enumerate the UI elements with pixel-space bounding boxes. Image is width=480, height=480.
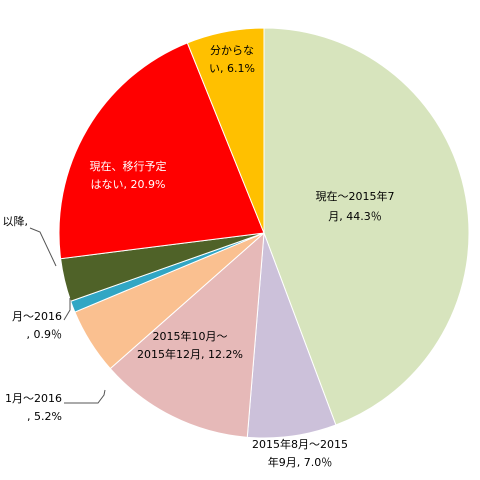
slice-label: 現在～2015年7 月, 44.3％: [316, 189, 395, 223]
slice-label-line: , 0.9％: [27, 328, 63, 341]
slice-label: 2015年10月～ 2015年12月, 12.2%: [137, 329, 243, 361]
slice-label: 以降,: [3, 214, 29, 228]
slice-labels: 現在～2015年7 月, 44.3％2015年8月～2015 年9月, 7.0％20…: [3, 44, 395, 469]
slice-label: 分からない, 6.1%: [209, 44, 255, 75]
pie-slice: [186, 27, 265, 234]
slice-label: 1月～2016 , 5.2%: [5, 392, 62, 423]
pie-slice: [109, 231, 265, 438]
slice-label-line: 2015年12月, 12.2%: [137, 347, 243, 361]
slice-label-line: 分からな: [210, 44, 254, 57]
leader-line: [63, 298, 71, 321]
slice-label: 2015年8月～2015 年9月, 7.0％: [252, 437, 348, 469]
slice-label-line: 月, 44.3％: [328, 210, 382, 223]
pie-slices: [58, 27, 470, 439]
slice-label-line: 現在～2015年7: [316, 189, 395, 203]
slice-label-line: , 5.2%: [27, 410, 62, 423]
slice-label-line: 2015年10月～: [153, 329, 228, 343]
slice-label-line: 現在、移行予定: [90, 159, 167, 173]
pie-slice: [263, 27, 470, 426]
pie-slice: [58, 42, 265, 260]
slice-label-line: 2015年8月～2015: [252, 437, 348, 451]
slice-label-line: 年9月, 7.0％: [268, 455, 333, 469]
slice-label-line: 以降,: [3, 214, 29, 228]
leader-lines: [29, 227, 106, 404]
slice-label-line: 1月～2016: [5, 392, 62, 405]
slice-label-line: 月～2016: [12, 310, 62, 323]
leader-line: [64, 389, 106, 404]
leader-line: [29, 227, 57, 267]
slice-label: 現在、移行予定はない, 20.9%: [90, 159, 167, 191]
slice-label: 月～2016 , 0.9％: [12, 310, 62, 341]
slice-label-line: はない, 20.9%: [91, 178, 166, 191]
slice-label-line: い, 6.1%: [209, 62, 255, 75]
